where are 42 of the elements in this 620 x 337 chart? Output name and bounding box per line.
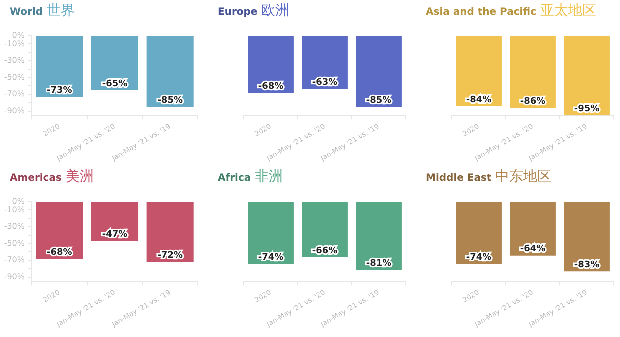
chart-subtitle: 非洲 xyxy=(255,168,284,186)
data-label: -85% xyxy=(366,96,392,106)
chart-subtitle: 世界 xyxy=(47,2,76,20)
data-label: -66% xyxy=(312,246,338,256)
chart-title: Africa xyxy=(218,173,252,184)
data-label: -83% xyxy=(574,260,600,270)
data-label: -68% xyxy=(47,248,72,258)
chart-title: World xyxy=(10,7,44,18)
data-label: -74% xyxy=(466,253,492,263)
chart-title: Europe xyxy=(218,7,258,18)
data-label: -74% xyxy=(258,253,284,263)
y-tick-label: -50% xyxy=(4,238,26,248)
data-label: -47% xyxy=(102,230,128,240)
data-label: -95% xyxy=(574,104,600,114)
y-tick-label: -90% xyxy=(4,106,26,116)
chart-subtitle: 美洲 xyxy=(66,168,94,186)
y-tick-label: -10% xyxy=(4,39,26,48)
chart-subtitle: 欧洲 xyxy=(262,2,290,20)
data-label: -64% xyxy=(520,244,546,255)
data-label: -84% xyxy=(466,95,492,106)
y-tick-label: -70% xyxy=(4,256,26,265)
chart-title: Asia and the Pacific xyxy=(426,7,537,18)
data-label: -72% xyxy=(158,251,183,262)
data-label: -73% xyxy=(47,86,72,96)
chart-title: Americas xyxy=(10,173,62,184)
y-tick-label: -10% xyxy=(4,205,26,214)
data-label: -68% xyxy=(258,82,284,92)
data-label: -85% xyxy=(158,96,183,106)
y-tick-label: 0% xyxy=(12,196,26,206)
y-tick-label: -50% xyxy=(4,72,26,82)
y-tick-label: -30% xyxy=(4,56,26,66)
chart-subtitle: 中东地区 xyxy=(496,168,552,186)
y-tick-label: -30% xyxy=(4,222,26,232)
chart-title: Middle East xyxy=(426,173,492,184)
y-tick-label: 0% xyxy=(12,30,26,40)
y-tick-label: -70% xyxy=(4,90,26,99)
data-label: -63% xyxy=(312,78,338,88)
data-label: -86% xyxy=(520,97,546,107)
data-label: -65% xyxy=(102,79,128,90)
data-label: -81% xyxy=(366,258,392,269)
y-tick-label: -90% xyxy=(4,272,26,282)
chart-subtitle: 亚太地区 xyxy=(540,2,597,20)
